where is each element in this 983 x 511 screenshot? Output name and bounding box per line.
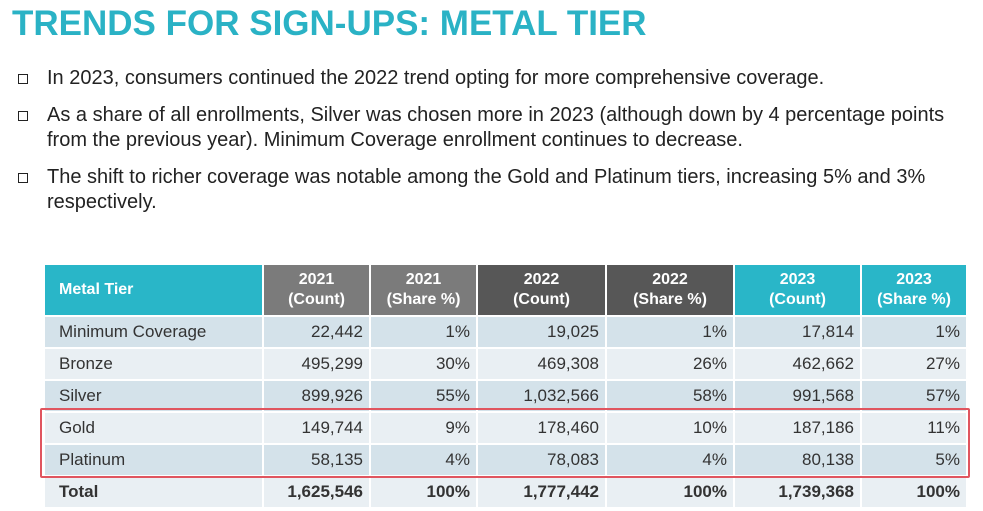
value-cell: 10% [605, 411, 735, 445]
table-row: Minimum Coverage 22,442 1% 19,025 1% 17,814 1% [43, 315, 968, 349]
tier-name-cell: Bronze [43, 347, 264, 381]
value-cell: 57% [860, 379, 968, 413]
value-cell: 78,083 [476, 443, 607, 477]
column-header: 2023 (Share %) [860, 263, 968, 317]
value-cell: 58% [605, 379, 735, 413]
square-bullet-icon [18, 111, 28, 121]
value-cell: 462,662 [733, 347, 862, 381]
table-row: Silver 899,926 55% 1,032,566 58% 991,568 57% [43, 379, 968, 413]
header-line: Metal Tier [59, 281, 134, 298]
column-header: 2023 (Count) [733, 263, 862, 317]
bullet-item: As a share of all enrollments, Silver wa… [18, 103, 983, 153]
metal-tier-table: Metal Tier 2021 (Count) 2021 (Share %) 2022 (C… [43, 263, 968, 509]
bullet-item: In 2023, consumers continued the 2022 tr… [18, 66, 983, 91]
value-cell: 30% [369, 347, 478, 381]
value-cell: 100% [860, 475, 968, 509]
value-cell: 17,814 [733, 315, 862, 349]
bullet-list: In 2023, consumers continued the 2022 tr… [18, 66, 983, 227]
value-cell: 5% [860, 443, 968, 477]
value-cell: 4% [369, 443, 478, 477]
tier-name-cell: Silver [43, 379, 264, 413]
value-cell: 991,568 [733, 379, 862, 413]
value-cell: 1,032,566 [476, 379, 607, 413]
header-line: 2022 [652, 271, 688, 288]
header-line: (Count) [513, 291, 570, 308]
value-cell: 27% [860, 347, 968, 381]
value-cell: 1,625,546 [262, 475, 371, 509]
value-cell: 58,135 [262, 443, 371, 477]
column-header: 2021 (Share %) [369, 263, 478, 317]
value-cell: 100% [605, 475, 735, 509]
square-bullet-icon [18, 74, 28, 84]
header-line: 2022 [523, 271, 560, 288]
value-cell: 1,777,442 [476, 475, 607, 509]
page-title: TRENDS FOR SIGN-UPS: METAL TIER [12, 4, 647, 43]
value-cell: 100% [369, 475, 478, 509]
value-cell: 899,926 [262, 379, 371, 413]
bullet-item: The shift to richer coverage was notable… [18, 165, 983, 215]
value-cell: 22,442 [262, 315, 371, 349]
header-line: (Share %) [386, 291, 461, 308]
value-cell: 11% [860, 411, 968, 445]
value-cell: 26% [605, 347, 735, 381]
column-header: 2021 (Count) [262, 263, 371, 317]
header-line: (Share %) [633, 291, 707, 308]
value-cell: 1% [369, 315, 478, 349]
square-bullet-icon [18, 173, 28, 183]
value-cell: 1% [605, 315, 735, 349]
header-line: (Count) [288, 291, 345, 308]
value-cell: 80,138 [733, 443, 862, 477]
value-cell: 1% [860, 315, 968, 349]
table-row: Bronze 495,299 30% 469,308 26% 462,662 27% [43, 347, 968, 381]
tier-name-cell: Total [43, 475, 264, 509]
tier-name-cell: Gold [43, 411, 264, 445]
tier-name-cell: Minimum Coverage [43, 315, 264, 349]
header-line: 2021 [298, 271, 335, 288]
header-line: 2021 [405, 271, 442, 288]
value-cell: 149,744 [262, 411, 371, 445]
header-line: (Share %) [877, 291, 951, 308]
column-header: Metal Tier [43, 263, 264, 317]
tier-name-cell: Platinum [43, 443, 264, 477]
value-cell: 19,025 [476, 315, 607, 349]
table-row: Platinum 58,135 4% 78,083 4% 80,138 5% [43, 443, 968, 477]
value-cell: 187,186 [733, 411, 862, 445]
bullet-text: The shift to richer coverage was notable… [47, 166, 926, 213]
value-cell: 55% [369, 379, 478, 413]
value-cell: 495,299 [262, 347, 371, 381]
value-cell: 469,308 [476, 347, 607, 381]
bullet-text: As a share of all enrollments, Silver wa… [47, 104, 945, 151]
value-cell: 178,460 [476, 411, 607, 445]
bullet-text: In 2023, consumers continued the 2022 tr… [47, 67, 825, 89]
total-row: Total 1,625,546 100% 1,777,442 100% 1,739,368… [43, 475, 968, 509]
value-cell: 1,739,368 [733, 475, 862, 509]
header-line: 2023 [779, 271, 816, 288]
header-line: 2023 [896, 271, 932, 288]
value-cell: 4% [605, 443, 735, 477]
table-row: Gold 149,744 9% 178,460 10% 187,186 11% [43, 411, 968, 445]
value-cell: 9% [369, 411, 478, 445]
column-header: 2022 (Share %) [605, 263, 735, 317]
column-header: 2022 (Count) [476, 263, 607, 317]
header-line: (Count) [769, 291, 826, 308]
